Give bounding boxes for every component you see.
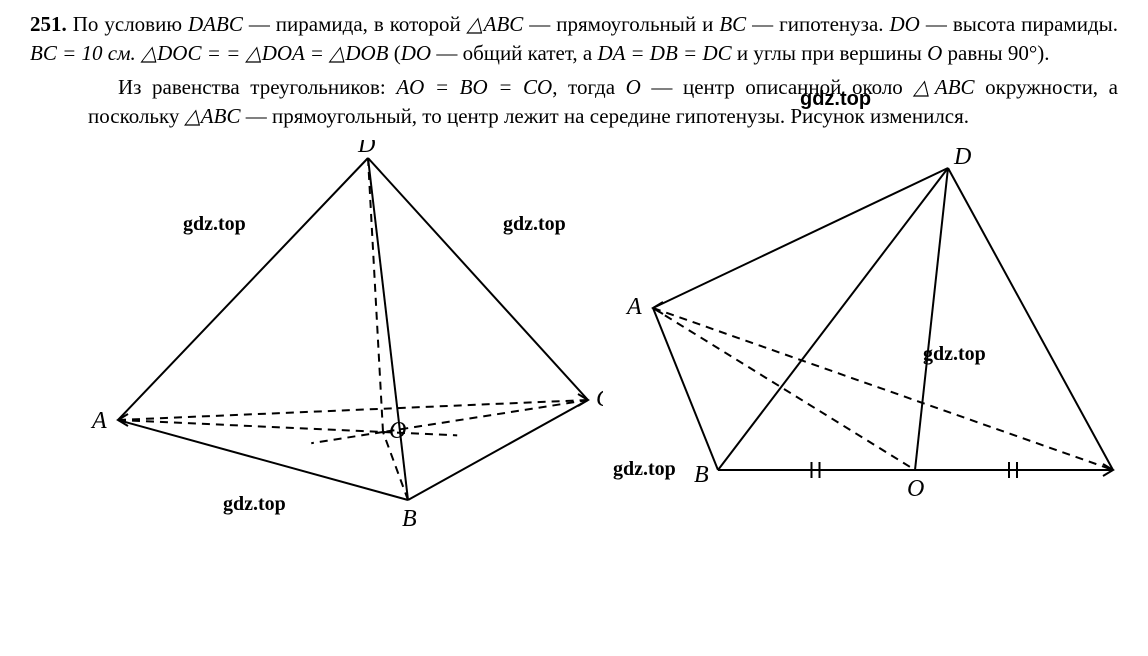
p1d: — гипотенуза. [746, 12, 889, 36]
svg-text:B: B [694, 462, 709, 488]
p1dabc: DABC [188, 12, 243, 36]
p2c: — центр описанной около [641, 75, 914, 99]
p1e: — высота пирамиды. [920, 12, 1118, 36]
figures-container: D A B C Ogdz.top gdz.top gdz.top A B C D Ogdz.top g… [30, 140, 1118, 530]
p1k: равны 90°). [942, 41, 1049, 65]
figure-1: D A B C Ogdz.top gdz.top gdz.top [88, 140, 603, 530]
p1j: и углы при вершины [732, 41, 927, 65]
svg-text:A: A [90, 408, 107, 434]
svg-text:D: D [953, 144, 971, 170]
svg-text:gdz.top: gdz.top [503, 213, 566, 235]
p2abc2: △ABC [185, 104, 241, 128]
figure-2: ABCDOgdz.topgdz.top [603, 140, 1118, 500]
watermark-top-right: gdz.top [800, 88, 871, 111]
paragraph-2: Из равенства треугольников: AO = BO = CO… [30, 73, 1118, 132]
p1i: — общий катет, а [431, 41, 597, 65]
p2a: Из равенства треугольников: [118, 75, 396, 99]
svg-text:gdz.top: gdz.top [223, 493, 286, 515]
p1doc: △DOC = [141, 41, 221, 65]
svg-text:O: O [389, 418, 406, 444]
p1b: — пирамида, в которой [243, 12, 467, 36]
p1bc: BC [719, 12, 746, 36]
p1o: O [927, 41, 942, 65]
svg-text:gdz.top: gdz.top [613, 458, 676, 480]
svg-text:O: O [907, 476, 924, 500]
svg-text:gdz.top: gdz.top [923, 343, 986, 365]
p2b: , тогда [552, 75, 625, 99]
p1g: = [226, 41, 245, 65]
p2o: O [626, 75, 641, 99]
p1h: ( [389, 41, 401, 65]
svg-text:C: C [596, 386, 603, 412]
svg-text:D: D [357, 140, 375, 158]
svg-text:A: A [625, 294, 642, 320]
p1do: DO [890, 12, 920, 36]
p1do2: DO [401, 41, 431, 65]
svg-text:B: B [402, 506, 417, 530]
p1tri1: △ABC [467, 12, 524, 36]
p2abc: △ABC [913, 75, 974, 99]
problem-number: 251. [30, 12, 67, 36]
p1eq: DA = DB = DC [598, 41, 732, 65]
p2eq: AO = BO = CO [396, 75, 552, 99]
p1doa: △DOA = △DOB [246, 41, 389, 65]
p1c: — прямоугольный и [523, 12, 719, 36]
p1a: По условию [73, 12, 188, 36]
svg-text:gdz.top: gdz.top [183, 213, 246, 235]
paragraph-1: 251. По условию DABC — пирамида, в котор… [30, 10, 1118, 69]
p1bceq: BC = 10 см. [30, 41, 136, 65]
